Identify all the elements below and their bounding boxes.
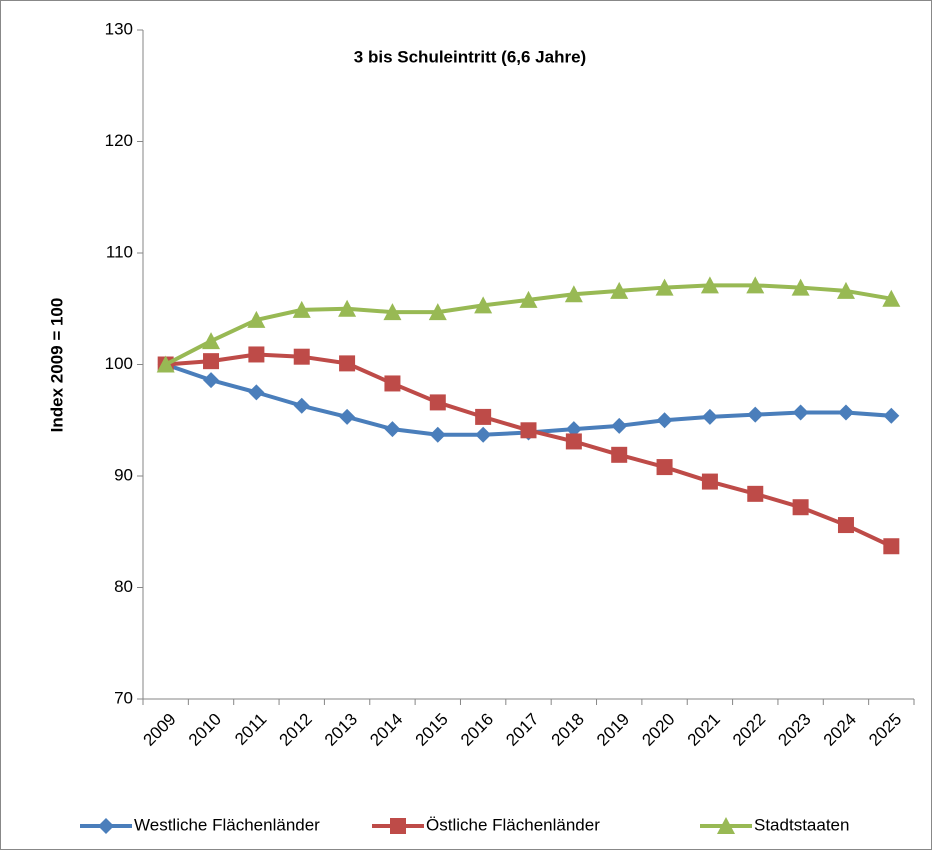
marker: [247, 310, 266, 328]
marker: [202, 332, 221, 350]
marker: [656, 459, 673, 476]
marker: [293, 397, 310, 414]
marker: [611, 446, 628, 463]
legend-marker: [390, 818, 406, 834]
marker: [339, 408, 356, 425]
marker: [384, 375, 401, 392]
marker: [837, 404, 854, 421]
marker: [383, 303, 402, 321]
y-tick-label: 120: [105, 131, 133, 150]
marker: [384, 421, 401, 438]
legend-item: Östliche Flächenländer: [372, 815, 600, 834]
marker: [883, 538, 900, 555]
marker: [429, 394, 446, 411]
marker: [203, 372, 220, 389]
marker: [656, 412, 673, 429]
marker: [836, 281, 855, 299]
marker: [475, 408, 492, 425]
marker: [475, 426, 492, 443]
marker: [429, 426, 446, 443]
marker: [791, 278, 810, 296]
y-tick-label: 130: [105, 19, 133, 38]
marker: [701, 408, 718, 425]
marker: [156, 355, 175, 373]
marker: [792, 404, 809, 421]
legend-item: Stadtstaaten: [700, 815, 849, 834]
marker: [474, 296, 493, 314]
chart-title: 3 bis Schuleintritt (6,6 Jahre): [354, 47, 586, 66]
legend-label: Westliche Flächenländer: [134, 815, 320, 834]
marker: [428, 303, 447, 321]
marker: [248, 346, 265, 363]
y-tick-label: 80: [114, 577, 133, 596]
marker: [700, 276, 719, 294]
marker: [565, 433, 582, 450]
marker: [747, 406, 764, 423]
marker: [882, 289, 901, 307]
marker: [701, 473, 718, 490]
marker: [746, 276, 765, 294]
y-tick-label: 90: [114, 465, 133, 484]
marker: [519, 290, 538, 308]
marker: [520, 422, 537, 439]
marker: [339, 355, 356, 372]
marker: [792, 499, 809, 516]
marker: [837, 517, 854, 534]
marker: [611, 417, 628, 434]
legend-label: Östliche Flächenländer: [426, 815, 600, 834]
y-tick-label: 100: [105, 354, 133, 373]
marker: [655, 278, 674, 296]
legend-item: Westliche Flächenländer: [80, 815, 320, 834]
marker: [248, 384, 265, 401]
y-tick-label: 110: [106, 242, 133, 261]
marker: [610, 281, 629, 299]
legend-marker: [717, 817, 735, 834]
marker: [565, 421, 582, 438]
marker: [747, 485, 764, 502]
legend-marker: [98, 818, 114, 834]
marker: [338, 299, 357, 317]
marker: [203, 353, 220, 370]
marker: [292, 300, 311, 318]
marker: [883, 407, 900, 424]
y-axis-label: Index 2009 = 100: [47, 298, 66, 433]
marker: [564, 285, 583, 303]
marker: [293, 348, 310, 365]
y-tick-label: 70: [114, 688, 133, 707]
legend-label: Stadtstaaten: [754, 815, 849, 834]
